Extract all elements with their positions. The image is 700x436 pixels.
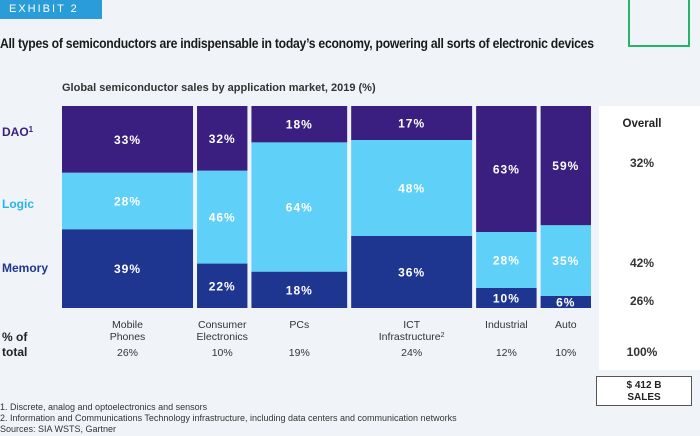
- bar-memory-1: [197, 263, 248, 308]
- bar-label-dao-0: 33%: [114, 133, 141, 147]
- category-label-1-0: Consumer: [198, 319, 247, 331]
- bar-dao-2: [251, 106, 348, 143]
- chart-subtitle: Global semiconductor sales by applicatio…: [62, 82, 376, 94]
- category-share-4: 12%: [496, 347, 517, 359]
- bar-memory-5: [540, 295, 591, 308]
- sales-stamp: $ 412 B SALES: [596, 376, 692, 406]
- bar-label-memory-0: 39%: [114, 262, 141, 276]
- bar-label-dao-2: 18%: [286, 118, 313, 132]
- bar-dao-0: [62, 106, 194, 173]
- bar-label-memory-4: 10%: [493, 292, 520, 306]
- exhibit-label: EXHIBIT 2: [0, 0, 102, 19]
- bar-memory-3: [351, 236, 473, 308]
- bar-logic-5: [540, 225, 591, 296]
- share-label-line1: % of: [2, 330, 28, 344]
- bar-logic-2: [251, 142, 348, 272]
- category-label-3-0: ICT: [403, 319, 421, 331]
- category-label-5-0: Auto: [555, 319, 577, 331]
- category-label-1-1: Electronics: [197, 331, 248, 343]
- category-share-1: 10%: [212, 347, 233, 359]
- row-sup-0: 1: [29, 125, 34, 134]
- category-sup-3: 2: [441, 332, 445, 339]
- bar-logic-3: [351, 140, 473, 236]
- bar-label-dao-4: 63%: [493, 163, 520, 177]
- bar-label-logic-5: 35%: [552, 254, 579, 268]
- category-label-0-0: Mobile: [112, 319, 143, 331]
- stamp-value: $ 412 B: [626, 380, 662, 391]
- bar-label-dao-5: 59%: [552, 159, 579, 173]
- row-label-2: Memory: [2, 261, 48, 275]
- category-label-3-1: Infrastructure2: [379, 331, 445, 343]
- bar-label-dao-1: 32%: [209, 132, 236, 146]
- overall-total: 100%: [627, 345, 658, 359]
- stamp-caption: SALES: [627, 392, 661, 403]
- bar-logic-1: [197, 170, 248, 264]
- bar-label-logic-3: 48%: [398, 182, 425, 196]
- bar-label-logic-2: 64%: [286, 201, 313, 215]
- overall-dao: 32%: [630, 156, 654, 170]
- bar-label-logic-1: 46%: [209, 211, 236, 225]
- footnote-sources: Sources: SIA WSTS, Gartner: [0, 424, 117, 434]
- category-share-5: 10%: [555, 347, 576, 359]
- bar-dao-4: [476, 106, 537, 232]
- bar-label-logic-4: 28%: [493, 254, 520, 268]
- bar-memory-0: [62, 229, 194, 308]
- bar-logic-4: [476, 232, 537, 288]
- footnote-2: 2. Information and Communications Techno…: [0, 413, 457, 423]
- bar-dao-5: [540, 106, 591, 226]
- overall-memory-top: 42%: [630, 256, 654, 270]
- category-label-2-0: PCs: [289, 319, 309, 331]
- headline: All types of semiconductors are indispen…: [0, 36, 594, 52]
- category-share-2: 19%: [289, 347, 310, 359]
- bar-dao-3: [351, 106, 473, 140]
- bar-memory-4: [476, 288, 537, 308]
- category-share-3: 24%: [401, 347, 422, 359]
- overall-memory-bottom: 26%: [630, 294, 654, 308]
- corner-frame: [628, 0, 690, 47]
- bar-label-memory-1: 22%: [209, 279, 236, 293]
- bar-dao-1: [197, 106, 248, 171]
- bar-label-memory-3: 36%: [398, 266, 425, 280]
- bar-label-dao-3: 17%: [398, 117, 425, 131]
- overall-panel: [599, 106, 700, 370]
- category-label-0-1: Phones: [110, 331, 146, 343]
- bar-label-memory-2: 18%: [286, 283, 313, 297]
- footnote-1: 1. Discrete, analog and optoelectronics …: [0, 402, 208, 412]
- row-label-0: DAO1: [2, 125, 34, 140]
- bar-label-logic-0: 28%: [114, 194, 141, 208]
- bar-logic-0: [62, 172, 194, 230]
- category-share-0: 26%: [117, 347, 138, 359]
- overall-header: Overall: [623, 118, 662, 130]
- bar-label-memory-5: 6%: [556, 295, 575, 309]
- row-label-1: Logic: [2, 197, 34, 211]
- share-label-line2: total: [2, 345, 27, 359]
- category-label-4-0: Industrial: [485, 319, 528, 331]
- bar-memory-2: [251, 271, 348, 308]
